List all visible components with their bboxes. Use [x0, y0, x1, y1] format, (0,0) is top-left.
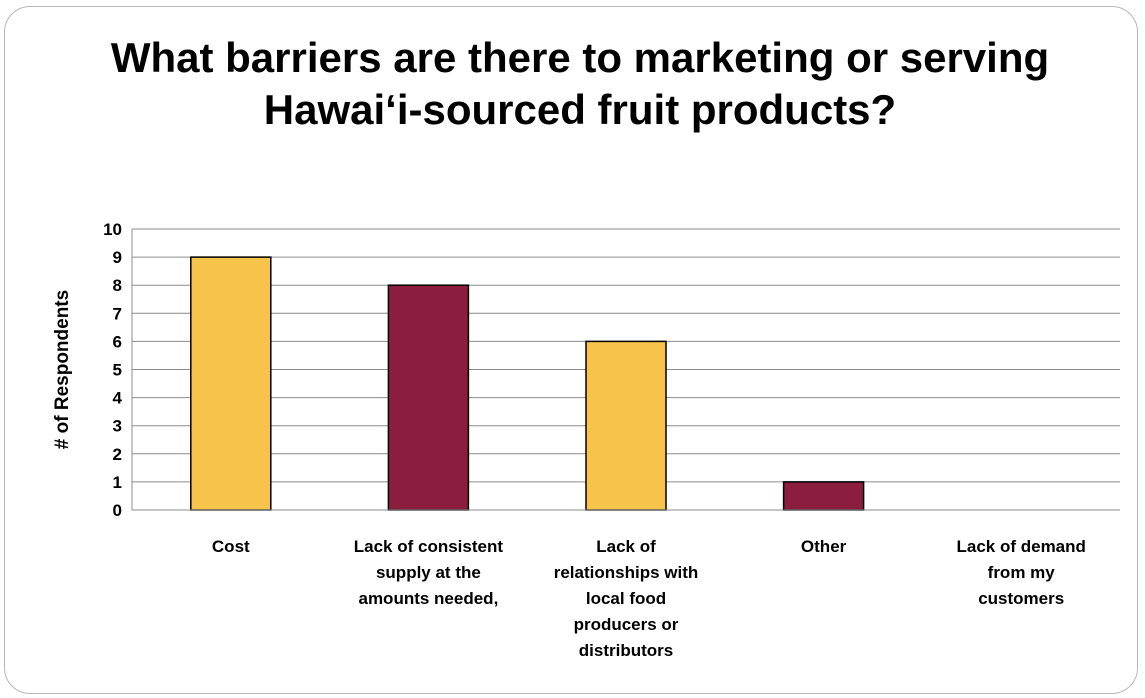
chart-title: What barriers are there to marketing or …: [110, 34, 1050, 133]
x-category-label: Other: [801, 537, 847, 556]
bar: [190, 256, 272, 511]
x-category-labels: Cost Lack of consistent supply at the amoun…: [212, 537, 1086, 660]
y-tick-label: 9: [113, 248, 122, 267]
bar: [585, 340, 667, 511]
y-tick-label: 7: [113, 304, 122, 323]
y-tick-label: 6: [113, 332, 122, 351]
y-tick-label: 0: [113, 501, 122, 520]
y-axis-label: # of Respondents: [52, 290, 73, 449]
bars: [190, 256, 865, 511]
y-tick-label: 2: [113, 445, 122, 464]
y-tick-label: 4: [113, 389, 123, 408]
y-tick-label: 8: [113, 276, 122, 295]
x-category-label: Cost: [212, 537, 250, 556]
y-tick-labels: 0 1 2 3 4 5 6 7 8 9 10: [103, 220, 122, 520]
y-tick-label: 1: [113, 473, 122, 492]
x-category-label: Lack of consistent supply at the amounts n…: [354, 537, 504, 608]
y-tick-label: 3: [113, 417, 122, 436]
bar: [782, 481, 865, 511]
y-tick-label: 5: [113, 361, 122, 380]
x-category-label: Lack of demand from my customers: [956, 537, 1085, 608]
bar: [387, 284, 470, 511]
x-category-label: Lack of relationships with local food produ…: [554, 537, 699, 660]
y-tick-label: 10: [103, 220, 122, 239]
